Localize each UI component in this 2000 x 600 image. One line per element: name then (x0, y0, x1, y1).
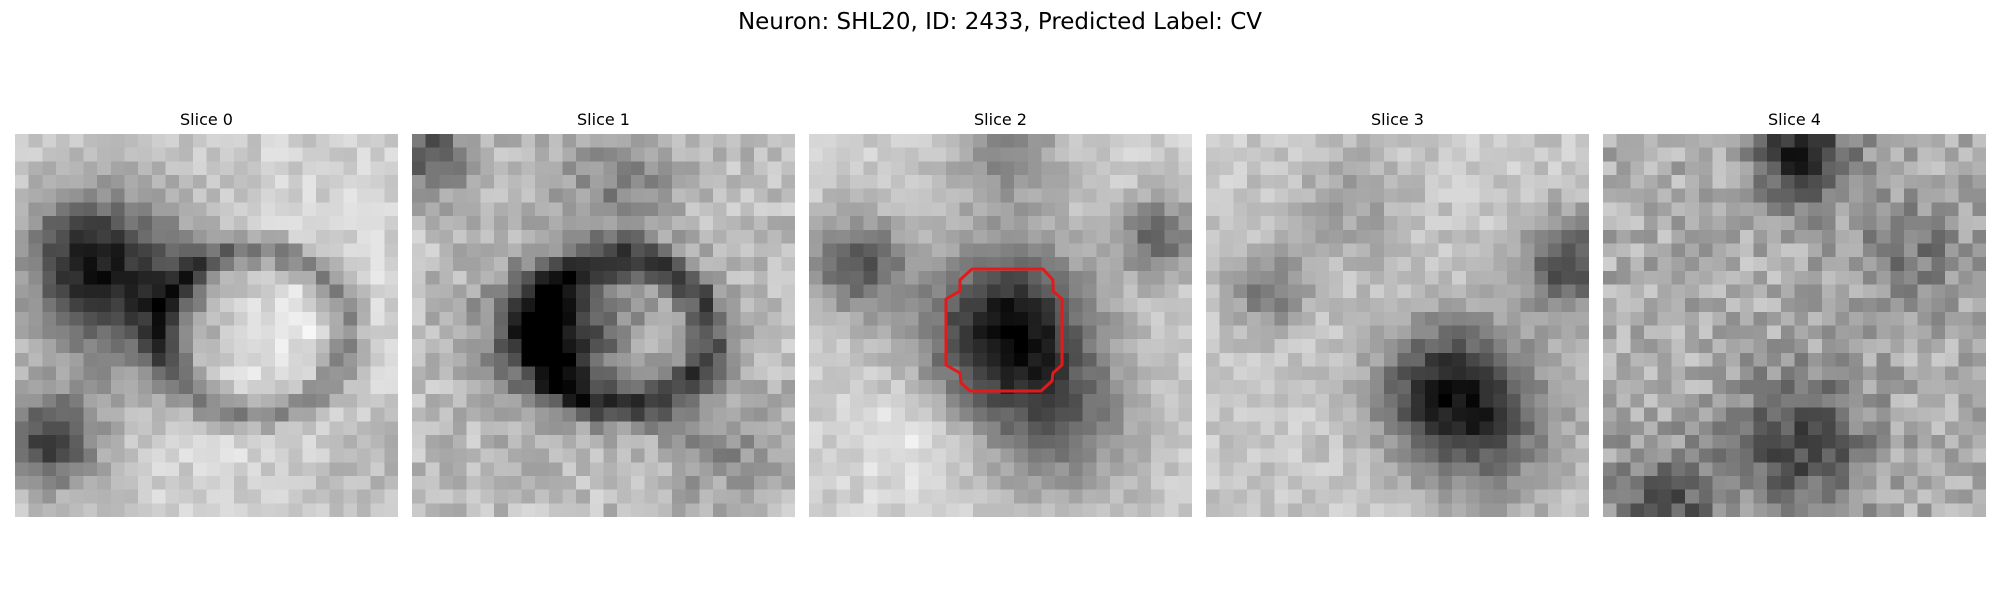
figure-title: Neuron: SHL20, ID: 2433, Predicted Label… (737, 9, 1263, 35)
mask-outline (944, 267, 1064, 393)
slice-panel-2: Slice 2 (809, 109, 1192, 517)
slice-panel-4: Slice 4 (1603, 109, 1986, 517)
slice-0-image (15, 134, 398, 517)
slice-title: Slice 4 (1768, 110, 1821, 129)
slice-title: Slice 0 (180, 110, 233, 129)
slice-panel-1: Slice 1 (412, 109, 795, 517)
slice-title: Slice 1 (577, 110, 630, 129)
slice-panel-3: Slice 3 (1206, 109, 1589, 517)
slice-panel-0: Slice 0 (15, 109, 398, 517)
slice-2-image (809, 134, 1192, 517)
slice-1-image (412, 134, 795, 517)
slice-4-image (1603, 134, 1986, 517)
slice-title: Slice 2 (974, 110, 1027, 129)
slice-title: Slice 3 (1371, 110, 1424, 129)
slice-3-image (1206, 134, 1589, 517)
